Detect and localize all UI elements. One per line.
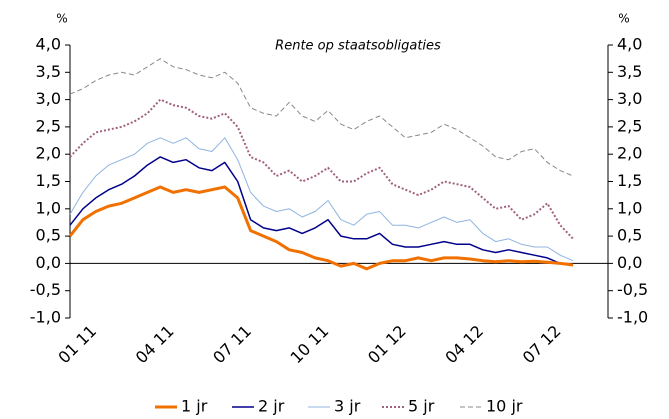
y-unit: %	[56, 12, 67, 26]
y2-tick-label: -0,5	[617, 280, 648, 299]
y2-tick-label: 1,5	[617, 171, 642, 190]
legend-label: 5 jr	[408, 397, 435, 416]
y2-tick-label: 2,5	[617, 116, 642, 135]
y-tick-label: 1,0	[36, 198, 61, 217]
y-tick-label: -1,0	[30, 308, 61, 327]
series-line	[69, 137, 574, 262]
y-tick-label: 2,5	[36, 116, 61, 135]
y2-tick-label: 3,5	[617, 62, 642, 81]
y2-unit: %	[618, 12, 629, 26]
chart-title: Rente op staatsobligaties	[275, 39, 441, 54]
y-tick-label: 2,0	[36, 144, 61, 163]
legend-label: 2 jr	[258, 397, 285, 416]
y-tick-label: 0,5	[36, 226, 61, 245]
legend-label: 1 jr	[181, 397, 208, 416]
x-tick-label: 01 12	[364, 321, 410, 367]
y-tick-label: 3,5	[36, 62, 61, 81]
y2-tick-label: 1,0	[617, 198, 642, 217]
y2-tick-label: 3,0	[617, 89, 642, 108]
series-line	[69, 58, 574, 177]
y2-tick-label: 4,0	[617, 35, 642, 54]
x-tick-label: 07 12	[519, 321, 565, 367]
y-tick-label: 3,0	[36, 89, 61, 108]
y2-tick-label: 0,0	[617, 253, 642, 272]
x-tick-label: 04 12	[441, 321, 487, 367]
y-tick-label: 1,5	[36, 171, 61, 190]
x-tick-label: 01 11	[54, 321, 100, 367]
x-tick-label: 07 11	[209, 321, 255, 367]
x-tick-label: 10 11	[287, 321, 333, 367]
series-line	[69, 98, 574, 240]
legend-label: 10 jr	[486, 397, 523, 416]
y-tick-label: -0,5	[30, 280, 61, 299]
y2-tick-label: 2,0	[617, 144, 642, 163]
series-line	[69, 156, 574, 266]
y2-tick-label: -1,0	[617, 308, 648, 327]
y-tick-label: 4,0	[36, 35, 61, 54]
series-line	[68, 185, 574, 271]
y-tick-label: 0,0	[36, 253, 61, 272]
y2-tick-label: 0,5	[617, 226, 642, 245]
legend-label: 3 jr	[334, 397, 361, 416]
x-tick-label: 04 11	[132, 321, 178, 367]
